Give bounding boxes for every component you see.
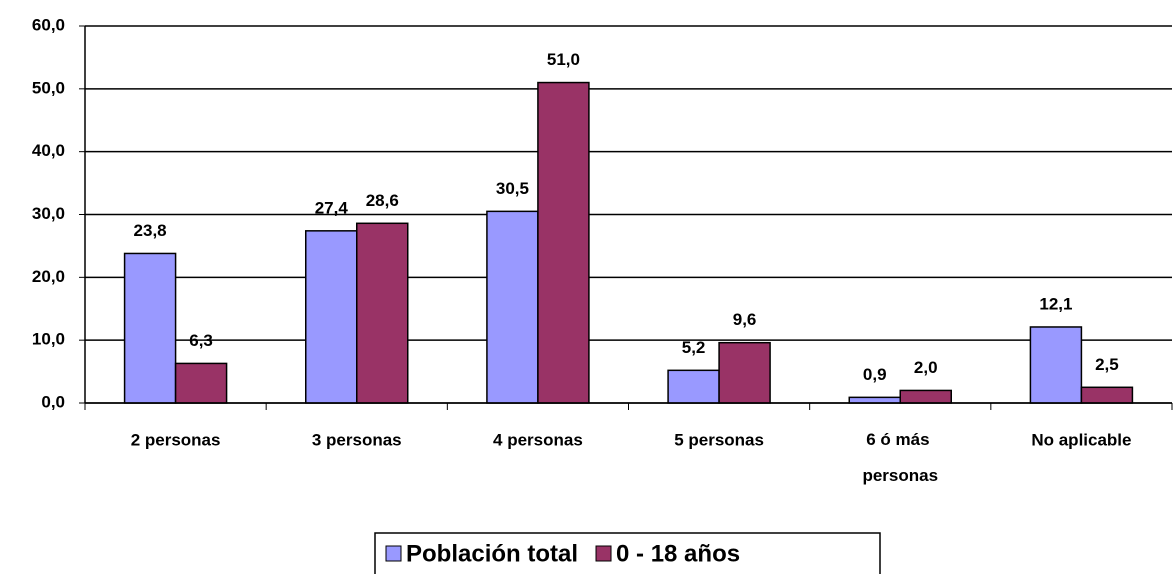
y-tick-label: 0,0 <box>41 392 65 411</box>
bar <box>1080 386 1134 404</box>
bar <box>123 252 177 404</box>
value-label: 2,5 <box>1095 355 1119 374</box>
x-tick-label: No aplicable <box>1031 430 1131 449</box>
value-label: 23,8 <box>134 221 167 240</box>
bar <box>848 396 901 404</box>
x-tick-label: 2 personas <box>131 430 221 449</box>
y-tick-label: 50,0 <box>32 78 65 97</box>
legend-swatch <box>385 545 402 562</box>
value-label: 12,1 <box>1039 294 1072 313</box>
value-label: 28,6 <box>366 191 399 210</box>
x-tick-label: 3 personas <box>312 430 402 449</box>
legend-box <box>374 532 881 574</box>
bar <box>486 210 539 404</box>
y-tick-label: 60,0 <box>32 15 65 34</box>
bar <box>174 362 228 404</box>
value-label: 27,4 <box>315 198 349 217</box>
x-tick-label-line: personas <box>862 466 938 485</box>
value-label: 9,6 <box>733 310 757 329</box>
x-tick-label: 4 personas <box>493 430 583 449</box>
y-tick-label: 30,0 <box>32 204 65 223</box>
bar <box>537 81 590 404</box>
value-label: 51,0 <box>547 50 580 69</box>
bar <box>1029 326 1083 404</box>
x-tick-label-line: 6 ó más <box>866 430 934 449</box>
x-tick-label: 6 ó más personas <box>862 430 938 485</box>
bar <box>899 389 952 404</box>
value-label: 2,0 <box>914 358 938 377</box>
bar <box>718 341 771 404</box>
bar <box>667 369 720 404</box>
legend-swatch <box>595 545 612 562</box>
x-tick-label: 5 personas <box>674 430 764 449</box>
legend-label: 0 - 18 años <box>616 540 740 567</box>
legend-label: Población total <box>406 540 578 567</box>
y-tick-label: 10,0 <box>32 330 65 349</box>
y-tick-label: 40,0 <box>32 141 65 160</box>
value-label: 30,5 <box>496 179 529 198</box>
value-label: 6,3 <box>189 331 213 350</box>
value-label: 0,9 <box>863 365 887 384</box>
bar <box>356 222 409 404</box>
value-label: 5,2 <box>682 338 706 357</box>
bar <box>305 230 358 404</box>
y-tick-label: 20,0 <box>32 267 65 286</box>
